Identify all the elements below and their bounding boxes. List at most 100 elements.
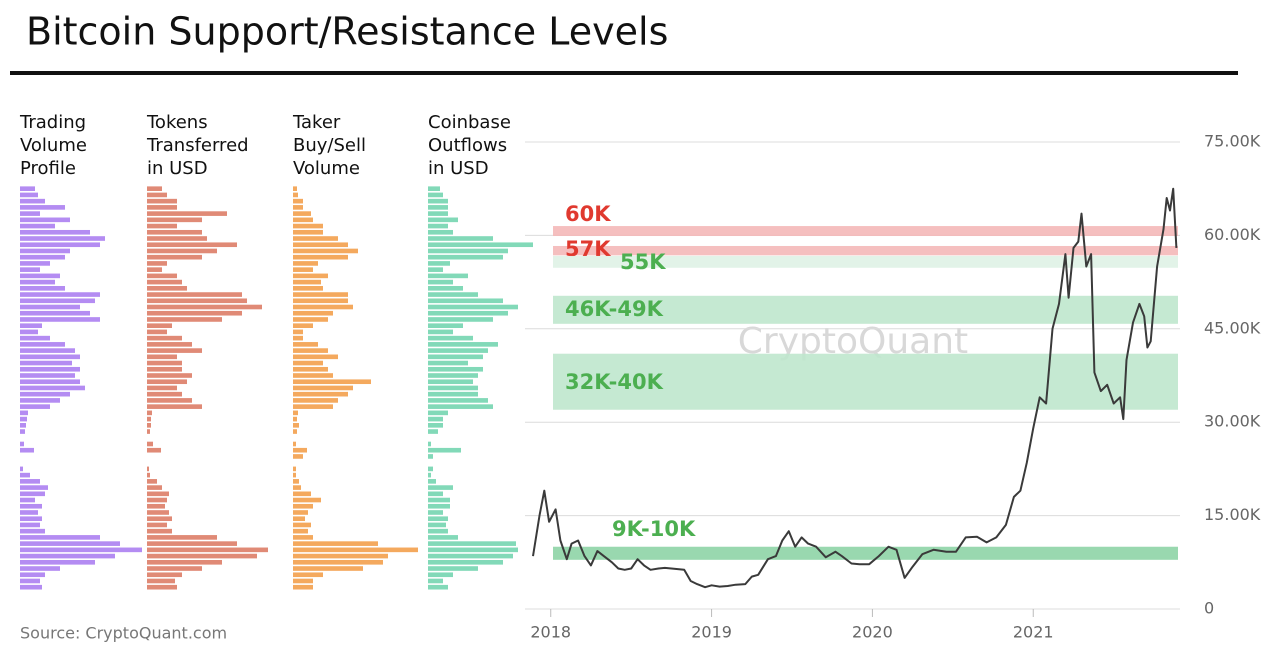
profile-bar bbox=[20, 584, 42, 590]
profile-bar bbox=[293, 360, 323, 366]
x-tick-label: 2021 bbox=[1013, 623, 1054, 642]
profile-bar bbox=[147, 261, 167, 266]
profile-bar bbox=[293, 354, 338, 360]
profile-bar bbox=[428, 292, 478, 297]
profile-bar bbox=[147, 348, 202, 353]
profile-bar bbox=[293, 441, 296, 447]
profile-bar bbox=[293, 491, 311, 497]
profile-bar bbox=[147, 242, 237, 248]
profile-bar bbox=[147, 553, 257, 559]
profile-bar bbox=[147, 229, 202, 235]
profile-bar bbox=[428, 298, 503, 304]
profile-bar bbox=[293, 472, 296, 478]
profile-bar bbox=[147, 211, 227, 216]
profile-bar bbox=[20, 335, 50, 341]
profile-bar bbox=[147, 398, 192, 403]
profile-bar bbox=[428, 286, 463, 291]
profile-bar bbox=[428, 485, 453, 490]
profile-bar bbox=[293, 267, 313, 272]
profile-bar bbox=[147, 186, 162, 192]
profile-bar bbox=[147, 292, 242, 297]
profile-bar bbox=[20, 491, 45, 497]
profile-bar bbox=[20, 559, 95, 565]
profile-bar bbox=[20, 286, 65, 291]
profile-bar bbox=[293, 223, 323, 229]
profile-bar bbox=[20, 497, 35, 503]
profile-bar bbox=[428, 329, 453, 335]
profile-bar bbox=[293, 528, 308, 534]
profile-bar bbox=[147, 335, 182, 341]
profile-title: Tokens bbox=[146, 112, 208, 133]
profile-bar bbox=[293, 236, 338, 241]
profile-bar bbox=[293, 379, 371, 385]
profile-bar bbox=[147, 217, 202, 223]
profile-bar bbox=[20, 348, 75, 353]
y-tick-label: 75.00K bbox=[1204, 132, 1261, 151]
profile-bar bbox=[20, 441, 24, 447]
profile-bar bbox=[147, 205, 177, 210]
level-label: 55K bbox=[620, 250, 666, 274]
profile-bar bbox=[428, 472, 431, 478]
profile-bar bbox=[147, 391, 182, 397]
x-tick-label: 2020 bbox=[852, 623, 893, 642]
profile-bar bbox=[20, 223, 55, 229]
profile-bar bbox=[428, 279, 453, 285]
profile-bar bbox=[428, 491, 443, 497]
profile-title: in USD bbox=[147, 158, 208, 179]
profile-bar bbox=[428, 584, 448, 590]
profile-bar bbox=[147, 366, 182, 372]
profile-bar bbox=[293, 385, 353, 391]
profile-bar bbox=[293, 522, 311, 528]
profile-bar bbox=[428, 242, 533, 248]
profile-bar bbox=[428, 559, 503, 565]
profile-bar bbox=[20, 541, 120, 546]
profile-bar bbox=[428, 223, 448, 229]
profile-bar bbox=[293, 485, 301, 490]
profile-bar bbox=[20, 198, 45, 204]
profile-bar bbox=[147, 578, 175, 584]
profile-bar bbox=[20, 447, 34, 453]
profile-bar bbox=[293, 447, 307, 453]
profile-bar bbox=[428, 342, 498, 347]
profile-bar bbox=[147, 516, 172, 522]
profile-bar bbox=[20, 385, 85, 391]
profile-bar bbox=[428, 553, 513, 559]
profile-title: Volume bbox=[20, 135, 87, 156]
profile-bar bbox=[293, 566, 363, 571]
profile-bar bbox=[147, 547, 268, 553]
profile-bar bbox=[20, 516, 42, 522]
profile-bar bbox=[428, 373, 478, 378]
profile-bar bbox=[147, 423, 151, 428]
profile-bar bbox=[147, 273, 177, 279]
source: Source: CryptoQuant.com bbox=[20, 624, 227, 643]
profile-bar bbox=[147, 360, 182, 366]
profile-bar bbox=[20, 366, 80, 372]
profile-bar bbox=[293, 261, 318, 266]
profile-bar bbox=[293, 423, 299, 428]
level-label: 46K-49K bbox=[565, 297, 664, 321]
profile-bar bbox=[293, 242, 348, 248]
profile-bar bbox=[147, 535, 217, 540]
profile-bar bbox=[20, 298, 95, 304]
profile-bar bbox=[20, 485, 48, 490]
profile-bar bbox=[20, 217, 70, 223]
profile-bar bbox=[147, 497, 167, 503]
profile-bar bbox=[20, 317, 100, 322]
profile-bar bbox=[147, 572, 182, 578]
profile-bar bbox=[293, 547, 418, 553]
profile-bar bbox=[147, 416, 151, 422]
profile-bar bbox=[147, 479, 157, 484]
profile-bar bbox=[428, 366, 483, 372]
profile-title: Trading bbox=[19, 112, 86, 133]
profile-bar bbox=[293, 211, 311, 216]
profile-bar bbox=[293, 186, 297, 192]
profile-bar bbox=[20, 267, 40, 272]
profile-bar bbox=[428, 211, 448, 216]
profile-bar bbox=[20, 254, 65, 260]
profile-bar bbox=[147, 404, 202, 409]
profile-bar bbox=[20, 404, 50, 409]
profile-bar bbox=[147, 503, 165, 509]
profile-bar bbox=[428, 261, 450, 266]
profile-bar bbox=[293, 559, 383, 565]
